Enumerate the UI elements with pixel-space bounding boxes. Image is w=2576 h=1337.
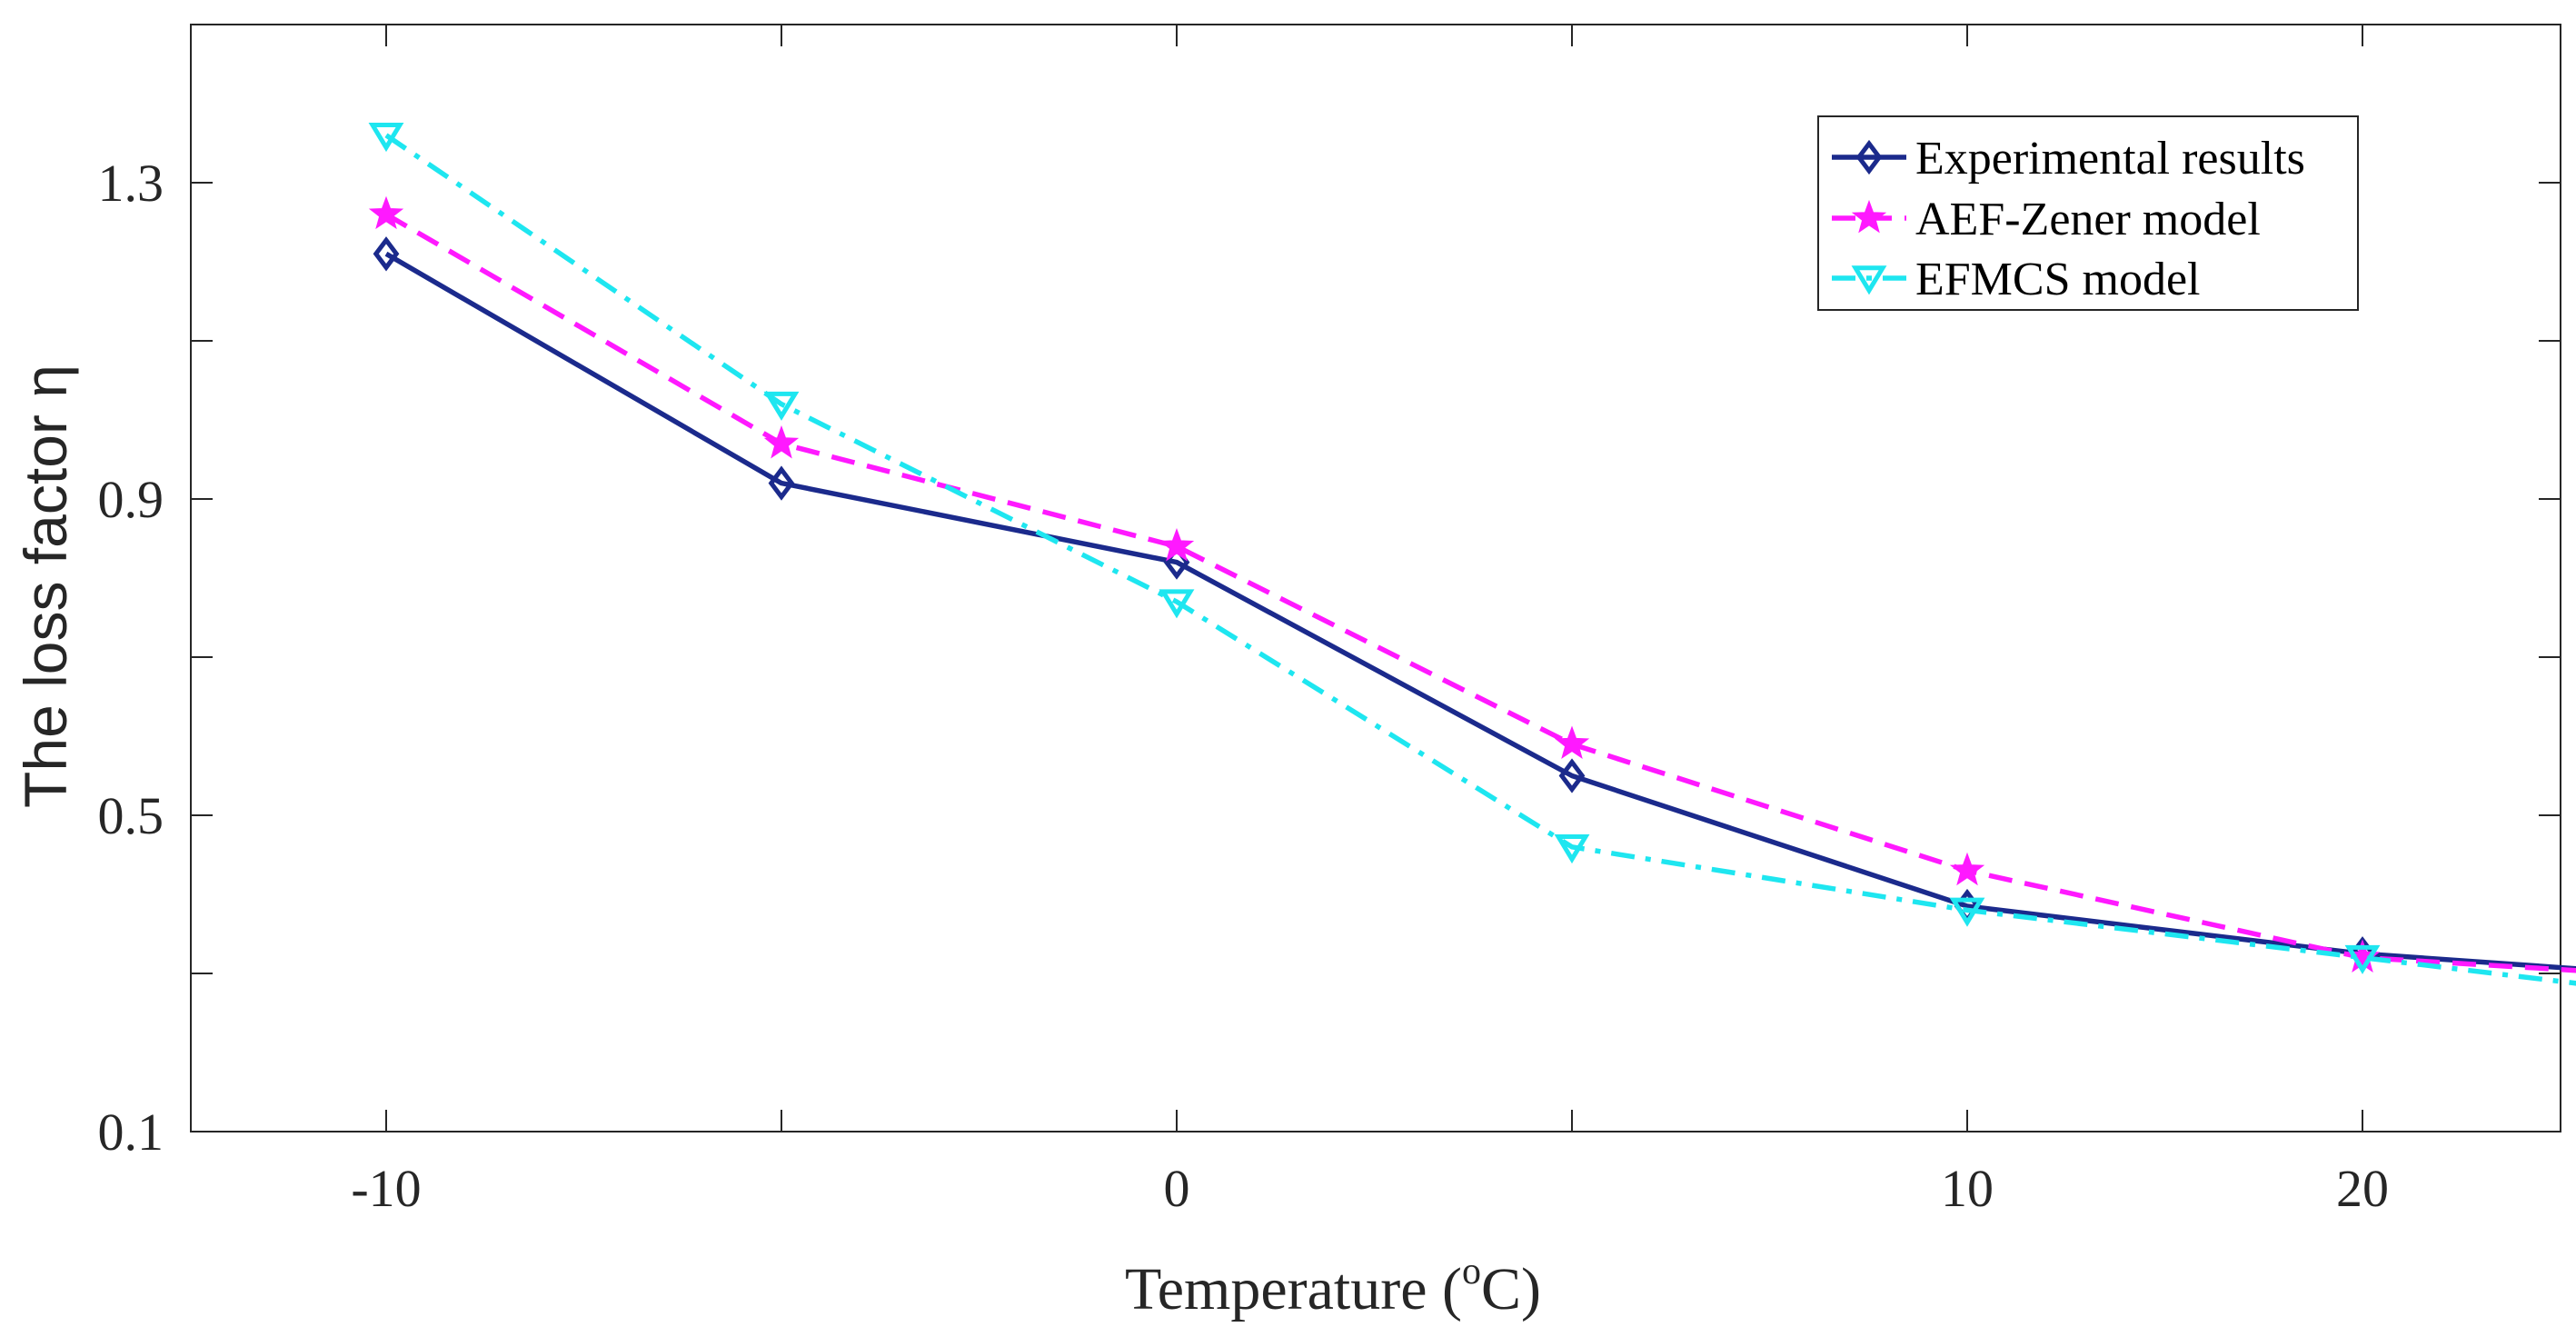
series-layer <box>368 123 2576 986</box>
y-tick-label: 1.3 <box>98 154 164 213</box>
data-point <box>1949 897 1985 927</box>
y-tick-label: 0.9 <box>98 470 164 529</box>
x-tick-label: 20 <box>2336 1159 2389 1218</box>
legend-box <box>1817 115 2359 311</box>
data-point <box>763 425 800 459</box>
legend-label: EFMCS model <box>1915 254 2201 305</box>
data-point <box>2344 944 2381 974</box>
data-point <box>1554 834 1590 864</box>
legend-items: Experimental results AEF-Zener model EFMCS… <box>1832 133 2305 305</box>
data-point <box>1159 527 1195 562</box>
legend-item: EFMCS model <box>1832 254 2201 305</box>
data-point <box>368 195 404 230</box>
data-point <box>763 391 800 421</box>
x-tick-label: -10 <box>351 1159 421 1218</box>
legend-marker <box>1851 199 1887 234</box>
data-point <box>1949 852 1985 886</box>
series-line <box>384 251 2576 972</box>
legend-label: Experimental results <box>1915 133 2305 185</box>
legend-label: AEF-Zener model <box>1915 194 2261 245</box>
legend-item: AEF-Zener model <box>1832 194 2261 245</box>
y-tick-label: 0.5 <box>98 786 164 845</box>
y-axis-title: The loss factor η <box>12 364 79 808</box>
legend-item: Experimental results <box>1832 133 2305 185</box>
y-axis-ticks: 0.1 0.5 0.9 1.3 <box>98 154 2561 1162</box>
x-axis-title-superscript: o <box>1462 1251 1481 1292</box>
data-point <box>373 236 400 272</box>
legend: Experimental results AEF-Zener model EFMCS… <box>1817 115 2359 311</box>
legend-marker <box>1855 139 1883 175</box>
x-tick-label: 10 <box>1941 1159 1994 1218</box>
data-point <box>368 123 404 153</box>
x-axis-ticks: -10010203040 <box>351 25 2389 1218</box>
data-point <box>1159 589 1195 619</box>
series-aef-zener-model <box>368 195 2576 973</box>
x-axis-title: Temperature (oC) <box>1125 1251 1541 1322</box>
y-tick-label: 0.1 <box>98 1103 164 1162</box>
data-point <box>768 465 795 501</box>
series-efmcs-model <box>368 123 2576 986</box>
series-line <box>384 133 2576 986</box>
series-line <box>384 212 2576 973</box>
data-point <box>1554 725 1590 760</box>
x-tick-label: 0 <box>1164 1159 1190 1218</box>
data-point <box>1558 758 1586 793</box>
legend-marker <box>1851 265 1887 295</box>
